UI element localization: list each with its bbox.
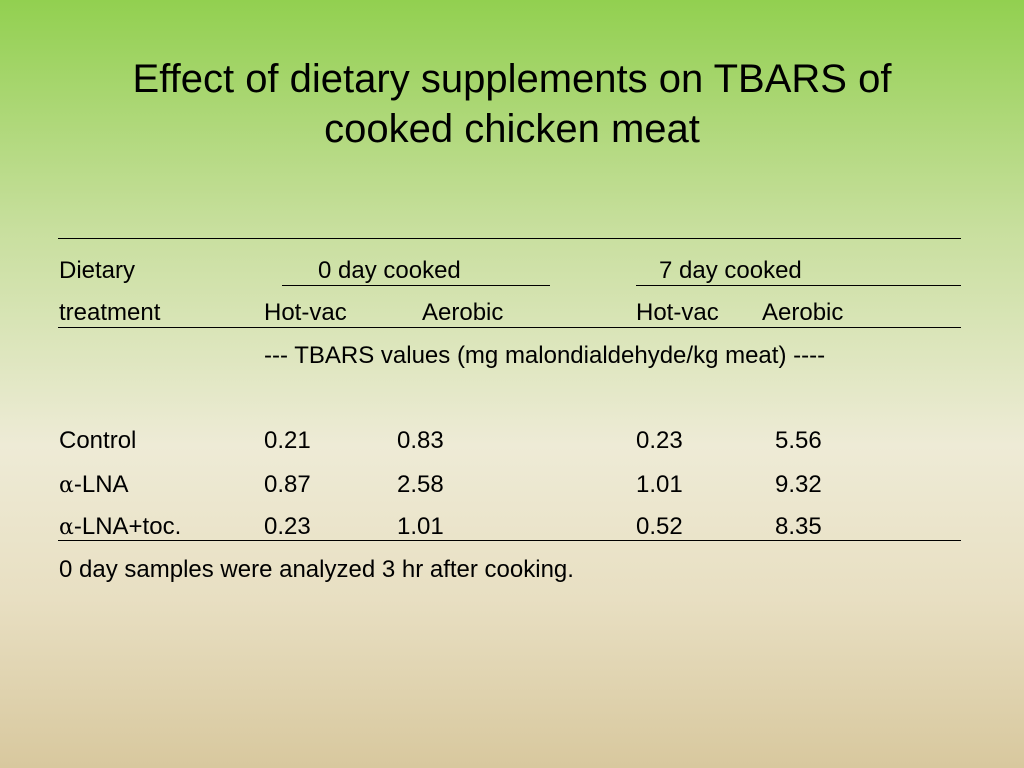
header-7-day-cooked: 7 day cooked: [659, 257, 802, 284]
cell-alpha-lna-toc-7-day-hot-vac: 0.52: [636, 513, 683, 540]
header-aerobic-7-day: Aerobic: [762, 299, 844, 326]
cell-alpha-lna-7-day-hot-vac: 1.01: [636, 471, 683, 498]
row-label-text: Control: [59, 427, 137, 454]
underline-0-day-group: [282, 285, 550, 286]
header-aerobic-0-day: Aerobic: [422, 299, 504, 326]
table-footnote: 0 day samples were analyzed 3 hr after c…: [59, 556, 574, 583]
alpha-symbol: α: [59, 515, 74, 540]
table-bottom-rule: [58, 540, 961, 541]
slide-title-line-2: cooked chicken meat: [324, 107, 700, 151]
slide-title-line-1: Effect of dietary supplements on TBARS o…: [132, 57, 892, 101]
cell-control-7-day-hot-vac: 0.23: [636, 427, 683, 454]
header-dietary: Dietary: [59, 257, 136, 284]
row-label-alpha-lna-toc: α-LNA+toc.: [59, 513, 181, 542]
units-note: --- TBARS values (mg malondialdehyde/kg …: [264, 342, 826, 369]
row-label-alpha-lna: α-LNA: [59, 471, 129, 500]
table-top-rule: [58, 238, 961, 239]
header-bottom-rule: [58, 327, 961, 328]
header-hot-vac-7-day: Hot-vac: [636, 299, 719, 326]
row-label-control: Control: [59, 427, 136, 456]
cell-alpha-lna-0-day-hot-vac: 0.87: [264, 471, 311, 498]
row-label-text: -LNA: [73, 471, 129, 498]
slide-title: Effect of dietary supplements on TBARS o…: [40, 54, 984, 154]
cell-control-0-day-hot-vac: 0.21: [264, 427, 311, 454]
cell-alpha-lna-toc-0-day-hot-vac: 0.23: [264, 513, 311, 540]
header-treatment: treatment: [59, 299, 161, 326]
alpha-symbol: α: [59, 473, 74, 498]
header-0-day-cooked: 0 day cooked: [318, 257, 461, 284]
row-label-text: -LNA+toc.: [73, 513, 182, 540]
cell-control-7-day-aerobic: 5.56: [775, 427, 822, 454]
cell-control-0-day-aerobic: 0.83: [397, 427, 444, 454]
cell-alpha-lna-toc-7-day-aerobic: 8.35: [775, 513, 822, 540]
cell-alpha-lna-0-day-aerobic: 2.58: [397, 471, 444, 498]
cell-alpha-lna-toc-0-day-aerobic: 1.01: [397, 513, 444, 540]
cell-alpha-lna-7-day-aerobic: 9.32: [775, 471, 822, 498]
header-hot-vac-0-day: Hot-vac: [264, 299, 347, 326]
underline-7-day-group: [636, 285, 961, 286]
